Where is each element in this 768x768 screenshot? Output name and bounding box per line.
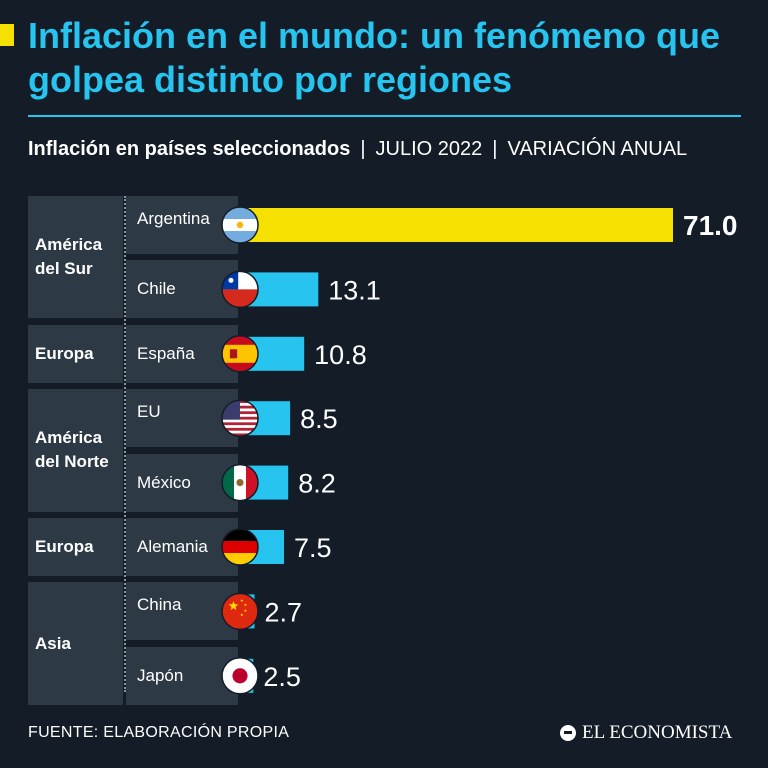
country-label-box: [126, 260, 238, 319]
country-label-box: [126, 453, 238, 512]
tick-label: China: [137, 595, 182, 615]
chile-flag-icon: [221, 270, 259, 309]
china-flag-icon: [221, 592, 259, 631]
data-label: 2.5: [263, 662, 301, 692]
argentina-flag-icon: [221, 206, 259, 244]
chart-subtitle: Inflación en países seleccionados | JULIO …: [28, 134, 748, 164]
country-label-box: [126, 389, 238, 448]
region-label: América del Sur: [28, 196, 123, 319]
country-label-box: [126, 196, 238, 254]
data-label: 7.5: [294, 533, 332, 563]
tick-label: EU: [137, 402, 161, 422]
region-label: Asia: [28, 582, 123, 705]
subtitle-date: JULIO 2022: [375, 138, 483, 160]
data-label: 71.0: [683, 210, 738, 241]
mexico-flag-icon: [221, 463, 259, 502]
subtitle-measure: VARIACIÓN ANUAL: [507, 138, 688, 160]
brand-logo: EL ECONOMISTA: [560, 722, 732, 744]
column-divider: [124, 196, 126, 692]
region-label: Europa: [28, 324, 123, 383]
data-label: 2.7: [265, 597, 303, 627]
subtitle-separator: |: [360, 138, 366, 160]
title-rule: [28, 115, 741, 117]
source-note: FUENTE: ELABORACIÓN PROPIA: [28, 724, 290, 741]
data-label: 10.8: [314, 340, 367, 370]
tick-label: España: [137, 343, 195, 363]
logo-mark-icon: [560, 725, 576, 741]
tick-label: México: [137, 472, 191, 492]
region-label: Europa: [28, 518, 123, 576]
page-title: Inflación en el mundo: un fenómeno que g…: [28, 15, 720, 100]
data-label: 13.1: [328, 275, 381, 305]
usa-flag-icon: [221, 399, 259, 437]
tick-label: Chile: [137, 279, 176, 299]
country-label-box: [126, 324, 238, 383]
country-label-box: [126, 582, 238, 641]
country-label-box: [126, 518, 238, 576]
brand-name: EL ECONOMISTA: [582, 722, 733, 743]
germany-flag-icon: [221, 528, 259, 566]
data-label: 8.2: [298, 469, 336, 499]
accent-bar: [0, 24, 14, 46]
tick-label: Alemania: [137, 537, 208, 556]
spain-flag-icon: [221, 335, 259, 373]
japan-flag-icon: [221, 657, 259, 695]
data-label: 8.5: [300, 404, 338, 434]
region-label: América del Norte: [28, 389, 123, 512]
subtitle-main: Inflación en países seleccionados: [28, 138, 351, 160]
tick-label: Japón: [137, 665, 184, 685]
bar: [238, 208, 673, 242]
country-label-box: [126, 646, 238, 705]
subtitle-separator: |: [492, 138, 498, 160]
tick-label: Argentina: [137, 209, 210, 228]
